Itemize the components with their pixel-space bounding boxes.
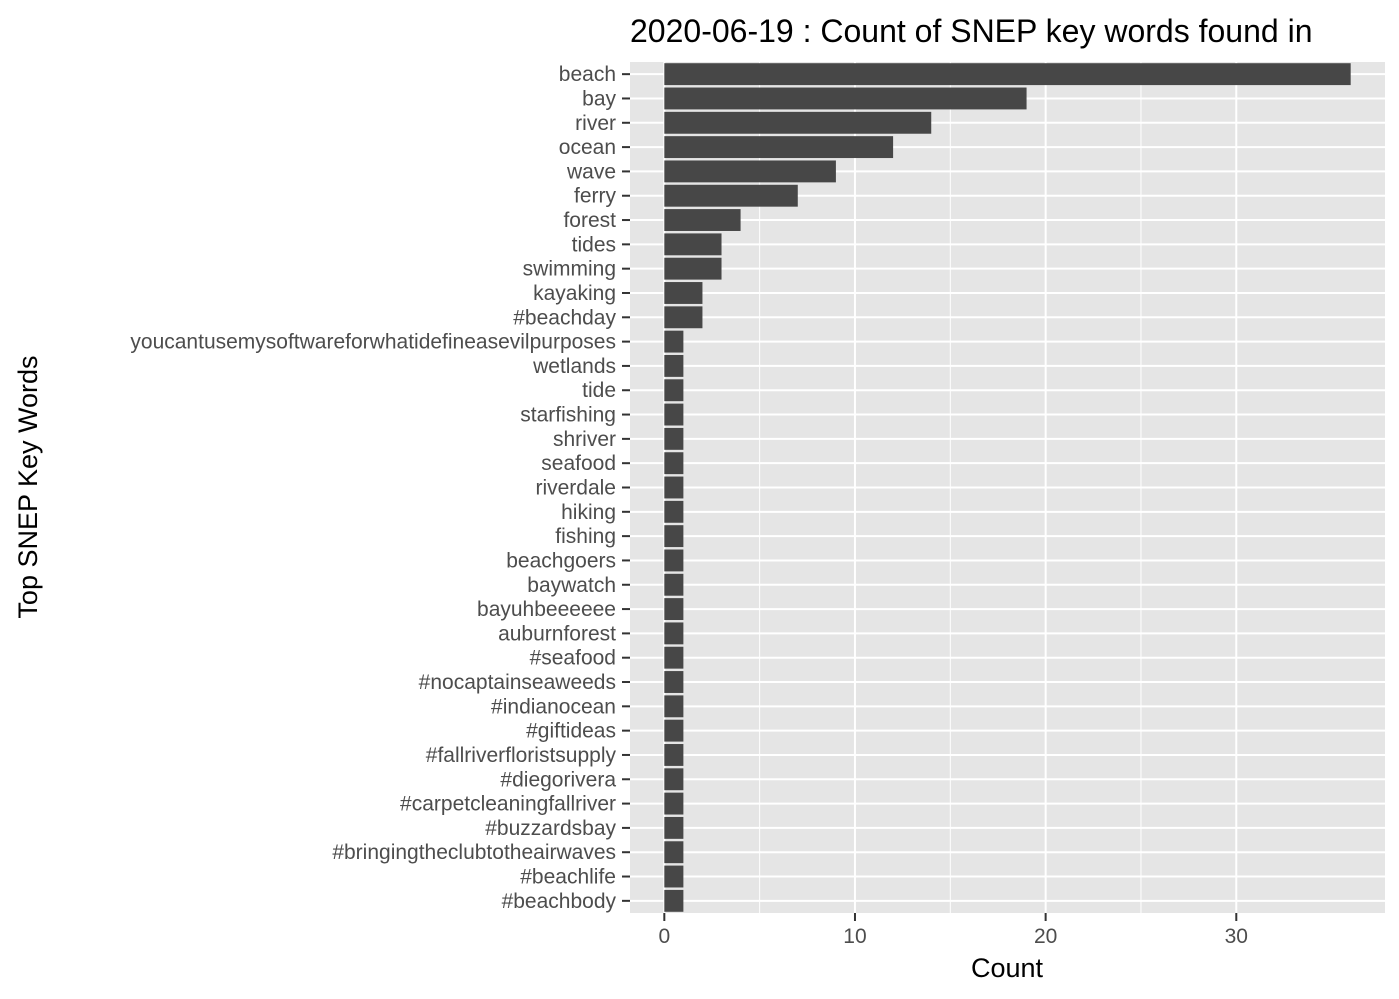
bar	[664, 209, 741, 231]
bar	[664, 87, 1027, 110]
y-tick-label: fishing	[555, 525, 616, 548]
y-tick-label: beachgoers	[506, 549, 616, 572]
x-axis-title: Count	[971, 953, 1044, 983]
x-tick-label: 30	[1225, 925, 1248, 948]
y-tick-label: seafood	[541, 452, 616, 475]
y-tick-label: tides	[572, 233, 616, 256]
y-tick-label: ocean	[559, 136, 616, 159]
y-tick-label: #beachday	[513, 306, 616, 329]
y-tick-label: river	[575, 112, 616, 135]
bar	[664, 452, 684, 475]
bar	[664, 671, 684, 693]
y-tick-label: riverdale	[535, 477, 616, 500]
bar	[664, 354, 684, 377]
y-tick-label: swimming	[523, 258, 616, 281]
bar	[664, 549, 684, 572]
y-tick-label: starfishing	[520, 404, 616, 427]
bar	[664, 695, 684, 718]
y-axis-ticks: beachbayriveroceanwaveferryforesttidessw…	[130, 63, 630, 913]
y-tick-label: youcantusemysoftwareforwhatidefineasevil…	[130, 331, 616, 354]
bar	[664, 233, 722, 256]
y-tick-label: #beachbody	[502, 890, 617, 913]
y-axis-title: Top SNEP Key Words	[13, 355, 43, 618]
x-tick-label: 0	[658, 925, 670, 948]
y-tick-label: shriver	[553, 428, 616, 451]
bar	[664, 282, 703, 304]
y-tick-label: #diegorivera	[500, 768, 616, 791]
y-tick-label: baywatch	[527, 574, 616, 597]
bars	[664, 63, 1351, 912]
bar	[664, 768, 684, 791]
chart-title: 2020-06-19 : Count of SNEP key words fou…	[630, 13, 1312, 49]
y-tick-label: ferry	[574, 185, 617, 208]
bar	[664, 598, 684, 621]
y-tick-label: #giftideas	[526, 720, 616, 743]
y-tick-label: tide	[582, 379, 616, 402]
bar	[664, 744, 684, 766]
bar	[664, 646, 684, 669]
bar	[664, 111, 932, 134]
bar	[664, 136, 894, 159]
bar	[664, 184, 798, 207]
bar	[664, 719, 684, 742]
y-tick-label: bayuhbeeeeee	[477, 598, 616, 621]
bar	[664, 63, 1351, 86]
y-tick-label: #bringingtheclubtotheairwaves	[332, 841, 616, 864]
bar	[664, 330, 684, 353]
bar	[664, 379, 684, 402]
y-tick-label: beach	[559, 63, 616, 86]
bar	[664, 841, 684, 864]
y-tick-label: #indianocean	[491, 695, 616, 718]
bar	[664, 257, 722, 280]
bar	[664, 306, 703, 329]
bar	[664, 160, 836, 183]
y-tick-label: hiking	[561, 501, 616, 524]
y-tick-label: forest	[563, 209, 616, 232]
y-tick-label: #buzzardsbay	[485, 817, 616, 840]
bar	[664, 792, 684, 815]
x-tick-label: 10	[843, 925, 866, 948]
bar	[664, 500, 684, 523]
y-tick-label: #seafood	[530, 647, 616, 670]
bar	[664, 427, 684, 450]
y-tick-label: bay	[582, 87, 616, 110]
y-tick-label: #fallriverfloristsupply	[426, 744, 617, 767]
bar	[664, 889, 684, 912]
y-tick-label: #beachlife	[520, 866, 616, 889]
y-tick-label: #carpetcleaningfallriver	[400, 793, 616, 816]
y-tick-label: kayaking	[533, 282, 616, 305]
bar	[664, 865, 684, 888]
bar	[664, 403, 684, 426]
bar	[664, 476, 684, 499]
y-tick-label: #nocaptainseaweeds	[419, 671, 616, 694]
x-tick-label: 20	[1034, 925, 1057, 948]
bar	[664, 622, 684, 645]
x-axis-ticks: 0 10 20 30	[658, 913, 1248, 948]
y-tick-label: auburnforest	[498, 622, 616, 645]
y-tick-label: wave	[566, 160, 616, 183]
bar	[664, 816, 684, 839]
bar	[664, 573, 684, 596]
bar	[664, 525, 684, 548]
y-tick-label: wetlands	[532, 355, 616, 378]
